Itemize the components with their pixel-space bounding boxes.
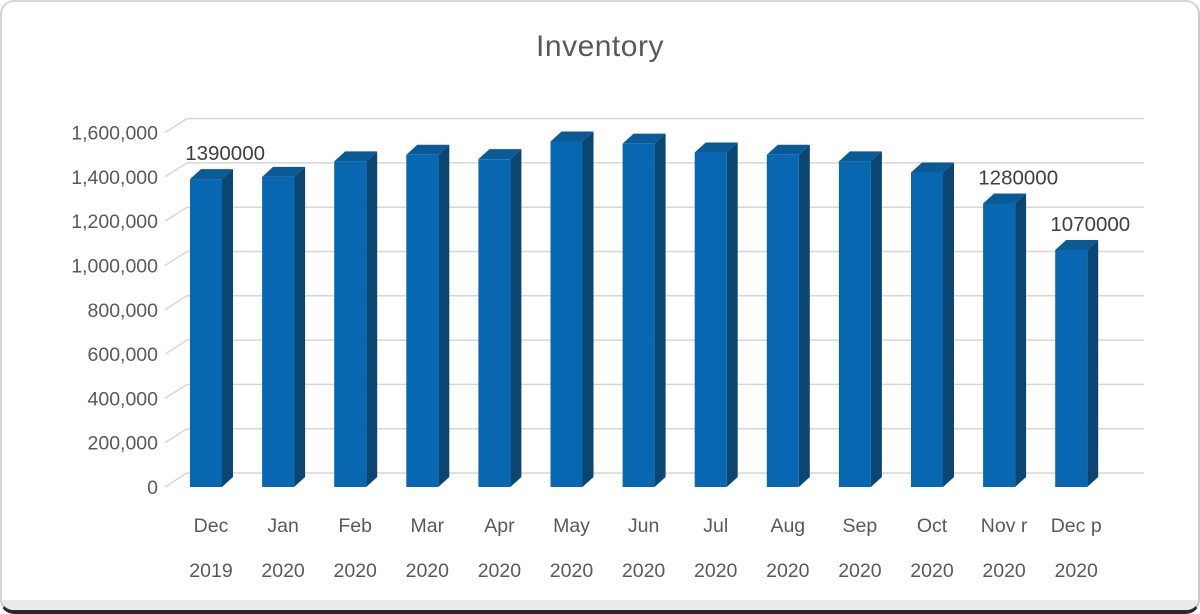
x-axis-year-label: 2020 xyxy=(261,560,305,582)
x-axis-year-label: 2020 xyxy=(838,560,882,582)
x-axis-year-label: 2020 xyxy=(982,560,1026,582)
y-axis-tick-label: 400,000 xyxy=(88,388,159,410)
x-axis-year-label: 2019 xyxy=(189,560,232,582)
x-axis-month-label: Sep xyxy=(843,515,878,537)
bar-top-face xyxy=(1055,239,1099,250)
chart-title: Inventory xyxy=(536,30,664,63)
x-axis-month-label: Dec xyxy=(194,515,229,537)
frame-bottom-strip xyxy=(2,600,1198,610)
bar-value-label: 1070000 xyxy=(1050,213,1130,236)
bar xyxy=(334,161,367,487)
bar xyxy=(478,159,511,487)
bar-value-label: 1280000 xyxy=(978,166,1058,189)
y-axis-tick-label: 200,000 xyxy=(88,433,159,455)
bar xyxy=(911,172,943,487)
bar-side-face xyxy=(222,169,233,488)
bar-top-face xyxy=(911,162,954,173)
x-axis-year-label: 2020 xyxy=(550,560,594,582)
x-axis-month-label: Apr xyxy=(484,515,515,537)
x-axis-year-label: 2020 xyxy=(694,560,738,582)
x-axis-year-label: 2020 xyxy=(406,560,450,582)
y-gridline-depth-tick xyxy=(164,162,188,178)
bar xyxy=(1055,249,1088,487)
bar-side-face xyxy=(870,151,882,487)
x-axis-month-label: Dec p xyxy=(1051,515,1102,537)
y-gridline-depth-tick xyxy=(164,206,188,222)
y-axis-tick-label: 1,200,000 xyxy=(71,211,158,233)
bar-side-face xyxy=(438,144,450,487)
bar xyxy=(622,143,655,488)
bar-top-face xyxy=(550,131,594,142)
x-axis-month-label: May xyxy=(553,515,590,537)
bar-side-face xyxy=(798,144,810,487)
x-axis-month-label: Mar xyxy=(411,515,445,537)
bar xyxy=(694,152,727,487)
x-axis-year-label: 2020 xyxy=(766,560,810,582)
y-axis-tick-label: 0 xyxy=(147,477,158,499)
bar xyxy=(766,154,799,487)
bar xyxy=(550,141,583,487)
bar-top-face xyxy=(334,151,378,162)
bar-side-face xyxy=(294,166,306,487)
y-axis-tick-label: 1,000,000 xyxy=(71,256,158,278)
bar xyxy=(838,161,871,487)
bar xyxy=(262,176,295,487)
y-gridline-depth-tick xyxy=(164,250,188,267)
bar-side-face xyxy=(943,162,954,487)
y-gridline-depth-tick xyxy=(164,472,188,488)
x-axis-month-label: Nov r xyxy=(981,515,1028,537)
x-axis-year-label: 2020 xyxy=(478,560,522,582)
x-axis-month-label: Jan xyxy=(267,515,298,537)
y-axis-tick-label: 800,000 xyxy=(88,300,159,322)
x-axis-month-label: Jun xyxy=(628,515,659,537)
y-gridline-depth-tick xyxy=(164,295,188,311)
x-axis-month-label: Jul xyxy=(703,515,728,537)
bar-side-face xyxy=(510,149,522,487)
bar xyxy=(983,203,1016,488)
bar-top-face xyxy=(190,169,233,180)
bar-top-face xyxy=(262,166,306,177)
x-axis-year-label: 2020 xyxy=(910,560,954,582)
x-axis-month-label: Oct xyxy=(917,515,948,537)
x-axis-year-label: 2020 xyxy=(334,560,378,582)
bar-top-face xyxy=(478,149,522,160)
bar-top-face xyxy=(622,133,666,144)
bar-top-face xyxy=(838,151,882,162)
bar-top-face xyxy=(406,144,450,155)
x-axis-month-label: Aug xyxy=(770,515,805,537)
y-gridline-depth-tick xyxy=(164,428,188,444)
bar-top-face xyxy=(766,144,810,155)
x-axis-year-label: 2020 xyxy=(622,560,666,582)
bar xyxy=(406,154,439,487)
bar-side-face xyxy=(654,133,666,488)
x-axis-year-label: 2020 xyxy=(1055,560,1099,582)
y-axis-tick-label: 1,600,000 xyxy=(71,123,158,145)
bar xyxy=(190,179,222,488)
bar-top-face xyxy=(983,193,1027,204)
bar-side-face xyxy=(1015,193,1027,488)
bar-side-face xyxy=(1087,239,1099,487)
bar-top-face xyxy=(694,142,738,153)
bar-side-face xyxy=(726,142,738,487)
bar-value-label: 1390000 xyxy=(185,142,265,165)
bar-side-face xyxy=(582,131,594,487)
y-gridline-depth-tick xyxy=(164,117,188,134)
y-axis-tick-label: 600,000 xyxy=(88,344,159,366)
y-gridline-depth-tick xyxy=(164,339,188,355)
bar-side-face xyxy=(366,151,378,487)
y-gridline-depth-tick xyxy=(164,383,188,400)
x-axis-month-label: Feb xyxy=(338,515,372,537)
y-axis-tick-label: 1,400,000 xyxy=(71,167,158,189)
